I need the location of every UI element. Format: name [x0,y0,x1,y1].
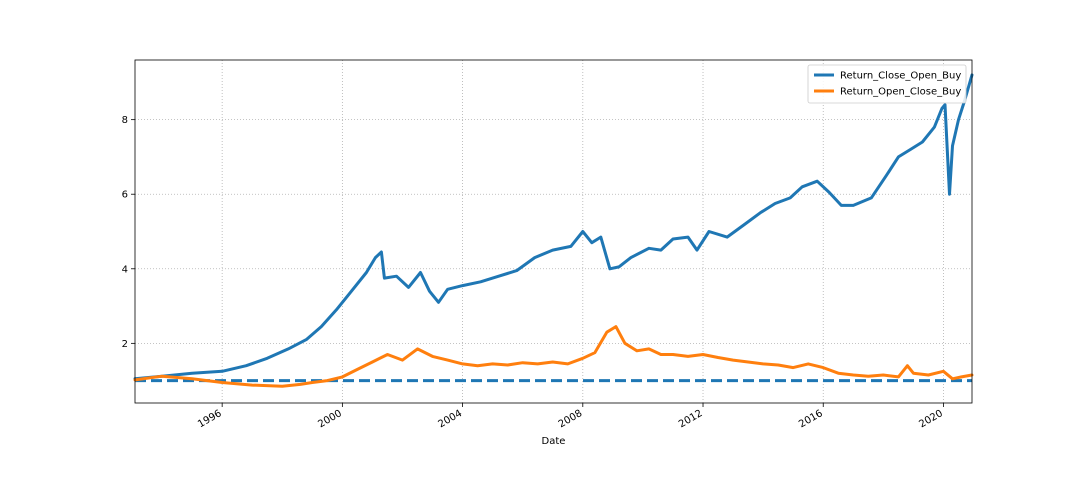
grid [135,60,972,403]
y-tick-label: 6 [122,190,128,201]
x-tick-label: 2016 [797,408,825,430]
x-tick-label: 1996 [196,408,224,430]
y-tick-label: 2 [122,339,128,350]
legend-label: Return_Open_Close_Buy [840,87,961,98]
legend: Return_Close_Open_Buy Return_Open_Close_B… [807,64,967,104]
x-tick-label: 2000 [316,408,344,430]
x-tick-label: 2008 [557,408,585,430]
x-axis: 1996 2000 2004 2008 2012 2016 2020 [196,403,945,430]
x-tick-label: 2020 [917,408,945,430]
series-layer [133,73,974,388]
series-line-2 [133,325,974,388]
series-line-1 [133,73,974,381]
x-tick-label: 2004 [437,408,465,430]
y-tick-label: 8 [122,115,128,126]
legend-box [807,64,967,104]
plot-frame [134,59,973,404]
x-axis-title: Date [542,436,566,447]
y-tick-label: 4 [122,264,128,275]
y-axis: 2 4 6 8 [122,115,135,350]
legend-label: Return_Close_Open_Buy [840,71,961,82]
x-tick-label: 2012 [677,408,705,430]
